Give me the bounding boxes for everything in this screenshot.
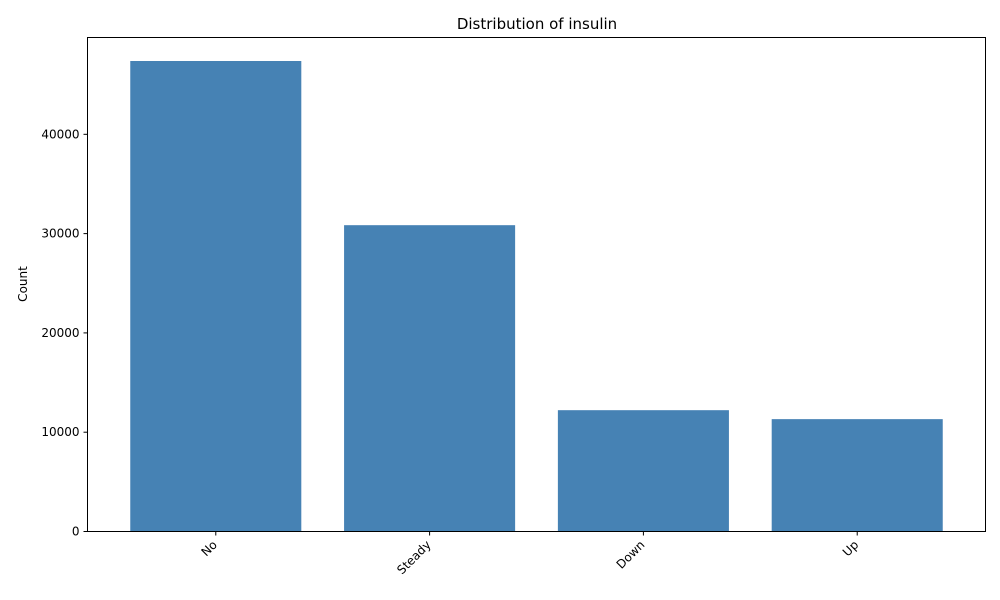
bars-group — [130, 61, 943, 532]
y-axis-label: Count — [16, 266, 30, 302]
bar-down — [557, 410, 729, 532]
chart-title: Distribution of insulin — [457, 15, 617, 33]
bar-up — [771, 419, 943, 532]
bar-steady — [344, 225, 516, 532]
y-tick-label: 30000 — [41, 227, 79, 241]
y-tick-label: 10000 — [41, 425, 79, 439]
y-tick-label: 20000 — [41, 326, 79, 340]
y-axis-ticks: 0 10000 20000 30000 40000 — [41, 127, 88, 539]
bar-no — [130, 61, 302, 532]
y-tick-label: 40000 — [41, 127, 79, 141]
plot-frame — [87, 37, 986, 532]
y-tick-label: 0 — [72, 525, 80, 539]
